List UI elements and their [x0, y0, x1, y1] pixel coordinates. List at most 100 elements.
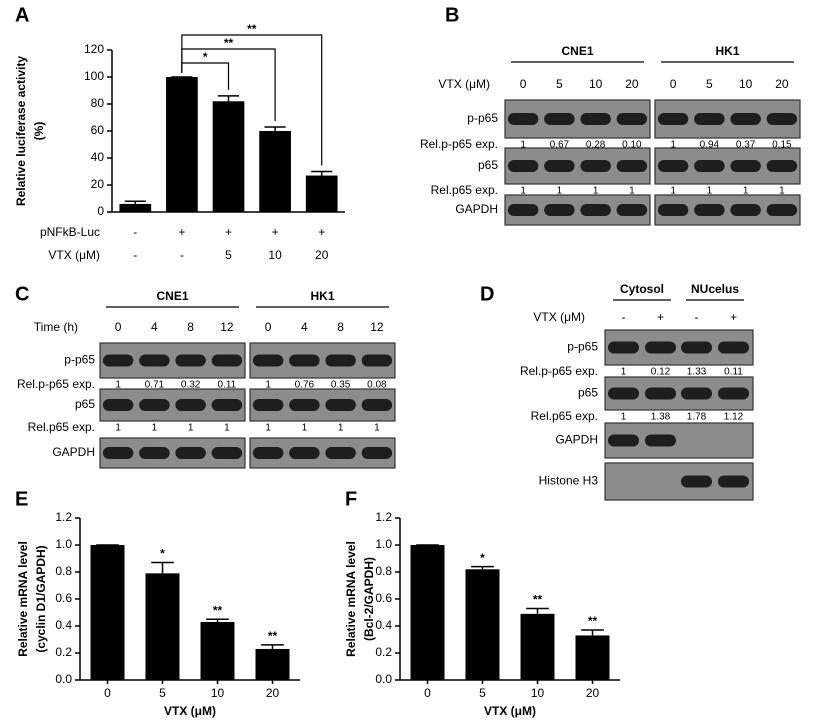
y-tick-label: 60 — [91, 123, 105, 137]
band — [657, 113, 689, 125]
x-tick-label: 20 — [266, 686, 280, 700]
quant-value: 0.10 — [622, 140, 642, 151]
quant-value: 0.94 — [700, 140, 720, 151]
quant-value: 1 — [338, 423, 344, 434]
x-tick-label: 10 — [531, 686, 545, 700]
band — [766, 160, 798, 172]
x-axis-label: VTX (μM) — [164, 704, 216, 718]
quant-value: 0.76 — [295, 380, 315, 391]
error-bar — [206, 618, 229, 622]
y-tick-label: 40 — [91, 150, 105, 164]
condition-value: 4 — [301, 320, 308, 334]
band — [717, 341, 750, 354]
x-tick-label: 5 — [479, 686, 486, 700]
bar — [305, 175, 338, 212]
x-tick-label: 20 — [586, 686, 600, 700]
y-axis-label: (%) — [32, 122, 46, 141]
y-tick-label: 0.8 — [375, 564, 392, 578]
bar — [145, 573, 180, 680]
condition-value: 12 — [370, 320, 384, 334]
error-bar — [311, 170, 333, 176]
significance-label: ** — [588, 614, 598, 628]
quant-value: 1 — [557, 186, 563, 197]
bar — [575, 635, 610, 680]
protein-label: p-p65 — [64, 353, 95, 367]
quant-value: 0.08 — [367, 380, 387, 391]
band — [766, 204, 798, 216]
y-tick-label: 80 — [91, 96, 105, 110]
quant-label: Rel.p-p65 exp. — [17, 377, 95, 391]
protein-label: GAPDH — [455, 202, 498, 216]
band — [717, 475, 750, 488]
y-tick-label: 0.8 — [55, 564, 72, 578]
row-value: - — [180, 248, 184, 262]
quant-value: 0.11 — [218, 380, 237, 391]
band — [211, 447, 243, 459]
quant-value: 1 — [224, 423, 230, 434]
quant-value: 1 — [670, 186, 676, 197]
condition-value: - — [622, 310, 626, 324]
y-tick-label: 0 — [97, 204, 104, 218]
band — [644, 341, 677, 354]
quant-value: 0.71 — [145, 380, 165, 391]
row-label: VTX (μM) — [48, 248, 100, 262]
band — [766, 113, 798, 125]
y-axis-label: Relative luciferase activity — [14, 56, 28, 206]
band — [211, 399, 243, 411]
quant-label: Rel.p-p65 exp. — [420, 137, 498, 151]
band — [680, 475, 713, 488]
bar — [259, 131, 291, 212]
row-value: + — [272, 225, 279, 239]
condition-label: Time (h) — [34, 320, 78, 334]
panel-letter: D — [480, 283, 494, 305]
bar — [410, 545, 445, 680]
band — [730, 113, 761, 125]
quant-value: 1 — [115, 423, 121, 434]
band — [680, 341, 713, 354]
error-bar — [264, 126, 286, 131]
quant-label: Rel.p65 exp. — [28, 420, 95, 434]
quant-value: 1 — [115, 380, 121, 391]
bar — [90, 545, 125, 680]
quant-value: 1.12 — [724, 412, 744, 423]
y-tick-label: 100 — [84, 69, 104, 83]
band — [139, 399, 170, 411]
bar — [255, 648, 290, 680]
error-bar — [124, 200, 146, 204]
band — [361, 354, 393, 367]
panel-letter: A — [15, 4, 29, 26]
band — [325, 399, 356, 411]
error-bar — [581, 629, 604, 636]
condition-value: + — [730, 310, 737, 324]
condition-value: 0 — [520, 77, 527, 91]
band — [657, 160, 689, 172]
band — [607, 387, 640, 400]
band — [139, 354, 170, 367]
band — [507, 113, 539, 125]
significance-label: * — [160, 547, 165, 561]
condition-value: 8 — [337, 320, 344, 334]
protein-label: Histone H3 — [539, 474, 599, 488]
significance-bracket — [181, 34, 323, 166]
band — [580, 204, 611, 216]
condition-value: 8 — [187, 320, 194, 334]
protein-label: p65 — [75, 397, 95, 411]
row-label: pNFkB-Luc — [40, 225, 100, 239]
band — [644, 387, 677, 400]
condition-value: 20 — [775, 77, 789, 91]
row-value: - — [133, 225, 137, 239]
row-value: 10 — [268, 248, 282, 262]
bar — [200, 621, 235, 680]
quant-value: 0.12 — [651, 367, 671, 378]
band — [730, 160, 761, 172]
group-label: CNE1 — [561, 44, 593, 58]
band — [139, 447, 170, 459]
quant-value: 1 — [302, 423, 308, 434]
band — [102, 354, 134, 367]
band — [325, 354, 356, 367]
quant-value: 1 — [707, 186, 713, 197]
y-tick-label: 0.6 — [375, 591, 392, 605]
panel-letter: F — [345, 488, 357, 510]
condition-value: 12 — [220, 320, 234, 334]
